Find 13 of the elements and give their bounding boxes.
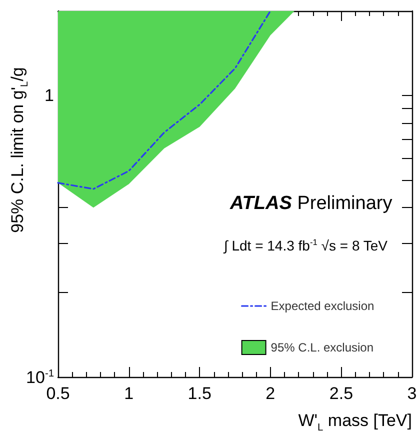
annotation: ∫ Ldt = 14.3 fb$^{-1}$ √s = 8 TeV bbox=[224, 237, 388, 254]
line-series bbox=[57, 10, 272, 190]
annotation: ATLAS Preliminary bbox=[230, 193, 392, 214]
x-tick-label: 0.5 bbox=[46, 384, 70, 403]
x-tick-label: 1.5 bbox=[188, 384, 212, 403]
x-tick-label: 3 bbox=[407, 384, 417, 403]
legend-label: 95% C.L. exclusion bbox=[270, 340, 374, 354]
legend-label: Expected exclusion bbox=[270, 299, 374, 313]
y-tick-label: 10$^{-1}$ bbox=[26, 368, 54, 386]
x-tick-label: 1 bbox=[124, 384, 134, 403]
x-axis-title: W'$_{L}$ mass [TeV] bbox=[298, 411, 412, 434]
x-tick-label: 2 bbox=[266, 384, 276, 403]
x-tick-label: 2.5 bbox=[329, 384, 354, 403]
